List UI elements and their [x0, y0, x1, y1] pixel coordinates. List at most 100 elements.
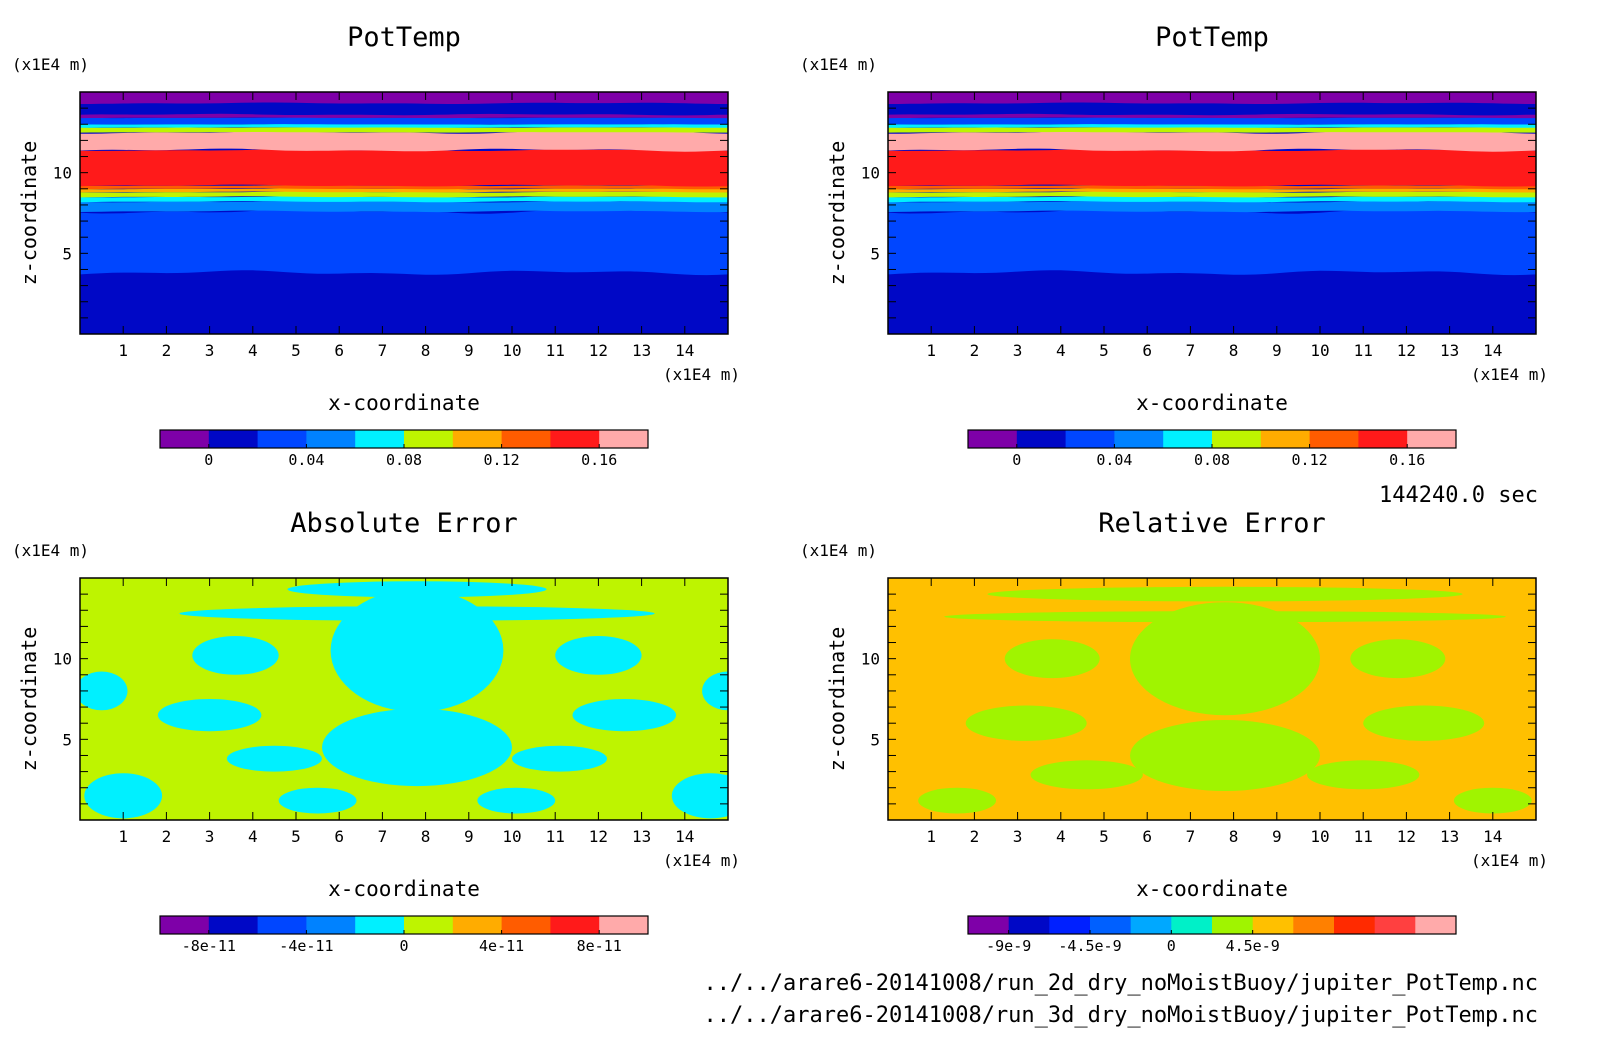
panel-title: PotTemp — [1155, 22, 1269, 53]
x-tick-label: 13 — [1440, 827, 1459, 846]
colorbar-swatch — [257, 916, 307, 934]
x-tick-label: 3 — [1013, 827, 1023, 846]
colorbar-swatch — [501, 430, 551, 448]
contour-region — [555, 636, 642, 675]
x-tick-label: 6 — [334, 827, 344, 846]
y-axis-label: z-coordinate — [17, 141, 41, 286]
colorbar-swatch — [1171, 916, 1213, 934]
x-unit-label: (x1E4 m) — [663, 851, 740, 870]
y-tick-label: 10 — [53, 650, 72, 669]
x-tick-label: 7 — [378, 827, 388, 846]
contour-region — [1030, 760, 1143, 790]
colorbar-label: 0.16 — [1389, 451, 1425, 469]
colorbar-swatch — [1212, 916, 1254, 934]
colorbar-swatch — [257, 430, 307, 448]
colorbar-swatch — [1358, 430, 1408, 448]
x-tick-label: 12 — [1397, 827, 1416, 846]
colorbar-swatch — [160, 430, 210, 448]
colorbar-swatch — [1334, 916, 1376, 934]
y-axis-label: z-coordinate — [825, 627, 849, 772]
x-tick-label: 4 — [248, 827, 258, 846]
y-unit-label: (x1E4 m) — [12, 55, 89, 74]
y-axis-label: z-coordinate — [17, 627, 41, 772]
band-pink — [888, 130, 1536, 152]
x-tick-label: 2 — [162, 827, 172, 846]
x-tick-label: 1 — [926, 341, 936, 360]
colorbar: 0 0.04 0.08 0.12 0.16 — [967, 429, 1457, 469]
contour-region — [322, 708, 512, 787]
colorbar-swatch — [1049, 916, 1091, 934]
plot-frame — [79, 91, 729, 335]
x-tick-label: 14 — [675, 827, 694, 846]
contour-region — [278, 787, 357, 814]
band-blue — [80, 208, 728, 276]
colorbar-frame — [967, 915, 1457, 935]
x-tick-label: 1 — [118, 341, 128, 360]
colorbar-swatch — [1163, 430, 1213, 448]
contour-region — [1130, 602, 1320, 716]
colorbar: -9e-9 -4.5e-9 0 4.5e-9 — [967, 915, 1457, 955]
band-pink — [80, 130, 728, 152]
contour-region — [512, 745, 607, 772]
x-tick-label: 13 — [1440, 341, 1459, 360]
colorbar-swatch — [404, 916, 454, 934]
y-tick-label: 5 — [870, 730, 880, 749]
colorbar-swatch — [404, 430, 454, 448]
band-upper-cyan — [80, 124, 728, 128]
contour-region — [671, 773, 728, 819]
band-upper-blue — [80, 117, 728, 125]
band-top-navy — [80, 102, 728, 116]
colorbar-label: 0.12 — [1292, 451, 1328, 469]
colorbar-swatch — [968, 916, 1010, 934]
x-unit-label: (x1E4 m) — [663, 365, 740, 384]
band-upper-yellow — [80, 127, 728, 133]
colorbar-swatch — [968, 430, 1018, 448]
x-tick-label: 3 — [205, 341, 215, 360]
colorbar-swatch — [1090, 916, 1132, 934]
band-top-navy — [888, 102, 1536, 116]
contour-region — [157, 699, 262, 732]
x-tick-label: 7 — [1186, 827, 1196, 846]
x-tick-label: 9 — [1272, 827, 1282, 846]
panel-title: PotTemp — [347, 22, 461, 53]
contour-region — [1363, 705, 1485, 741]
x-tick-label: 3 — [205, 827, 215, 846]
y-axis-label: z-coordinate — [825, 141, 849, 286]
colorbar-label: 0 — [1012, 451, 1021, 469]
colorbar: -8e-11 -4e-11 0 4e-11 8e-11 — [159, 915, 649, 955]
x-tick-label: 10 — [1310, 341, 1329, 360]
plot-frame — [79, 577, 729, 821]
y-unit-label: (x1E4 m) — [12, 541, 89, 560]
colorbar-swatch — [452, 916, 503, 934]
colorbar-swatch — [208, 430, 259, 448]
colorbar-swatch — [1293, 916, 1335, 934]
colorbar-swatch — [160, 916, 210, 934]
contour-field — [888, 92, 1536, 334]
contour-region — [84, 773, 163, 819]
y-unit-label: (x1E4 m) — [800, 55, 877, 74]
band-red — [888, 149, 1536, 187]
x-tick-label: 11 — [546, 341, 565, 360]
colorbar-swatch — [599, 916, 649, 934]
band-yellowgreen — [888, 191, 1536, 198]
colorbar-swatch — [599, 430, 649, 448]
colorbar-swatch — [1415, 916, 1457, 934]
x-tick-label: 5 — [291, 341, 301, 360]
x-axis-label: x-coordinate — [328, 877, 480, 901]
contour-region — [1453, 787, 1532, 814]
x-axis-label: x-coordinate — [1136, 877, 1288, 901]
contour-region — [702, 671, 728, 711]
contour-field — [80, 92, 728, 334]
y-tick-label: 5 — [62, 730, 72, 749]
y-tick-label: 5 — [870, 244, 880, 263]
colorbar-swatch — [306, 916, 356, 934]
band-orange — [80, 188, 728, 193]
x-tick-label: 5 — [1099, 827, 1109, 846]
panel-relative-error: Relative Error (x1E4 m) 1 2 3 4 5 6 7 8 9 10 11 12 1… — [800, 508, 1548, 955]
x-tick-label: 7 — [1186, 341, 1196, 360]
contour-region — [918, 787, 996, 814]
contour-region — [987, 586, 1463, 602]
colorbar-swatch — [1016, 430, 1067, 448]
colorbar-swatch — [355, 916, 405, 934]
